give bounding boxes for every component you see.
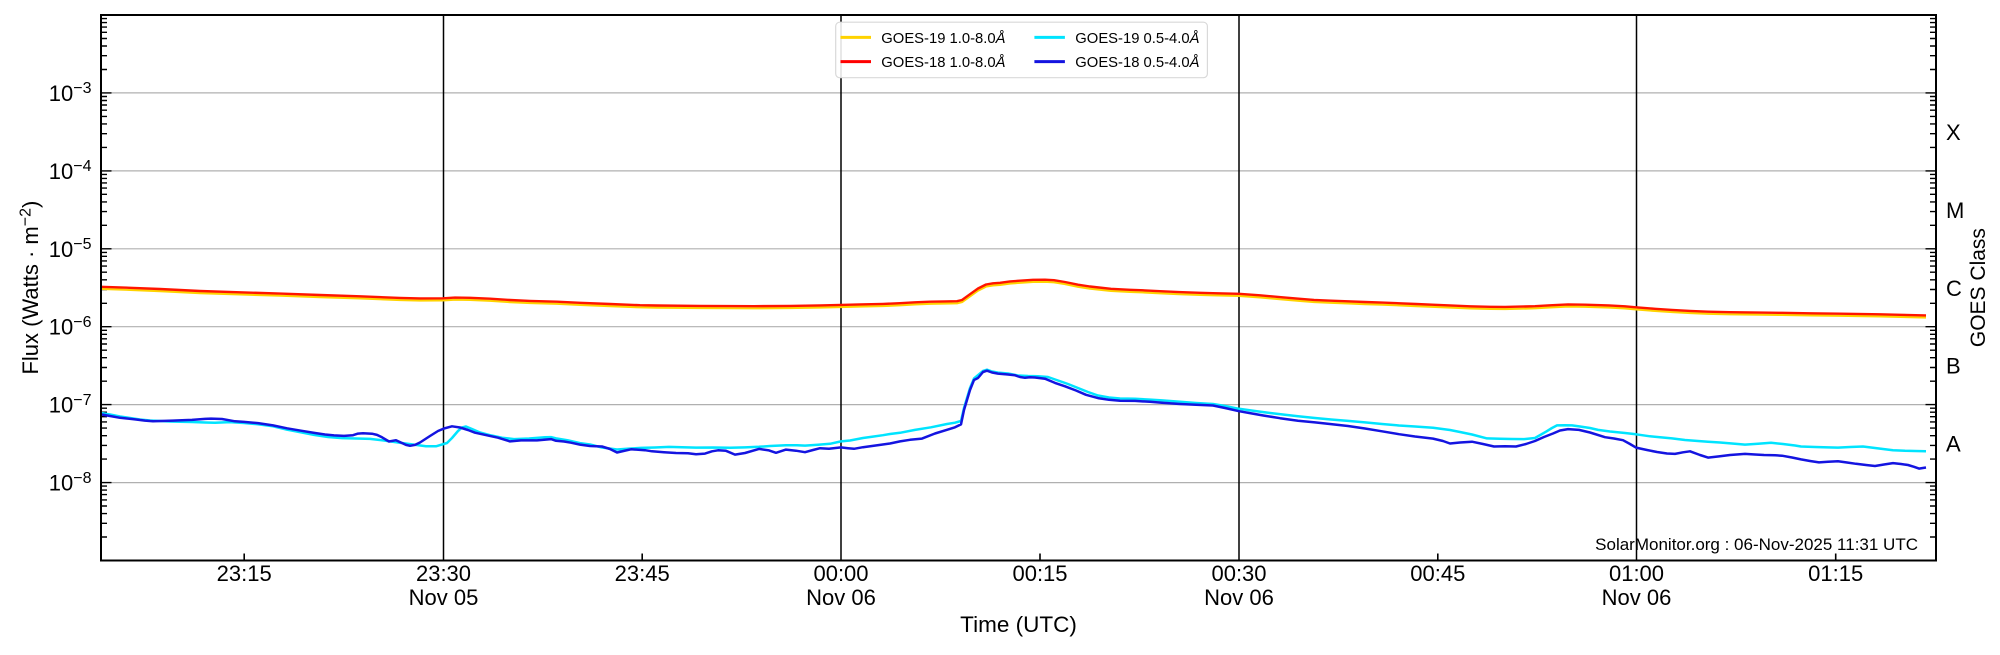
- svg-text:10−5: 10−5: [49, 236, 92, 262]
- svg-text:23:30: 23:30: [416, 561, 471, 586]
- svg-text:GOES Class: GOES Class: [1967, 228, 1990, 347]
- svg-text:01:00: 01:00: [1609, 561, 1664, 586]
- svg-text:GOES-19 0.5-4.0Å: GOES-19 0.5-4.0Å: [1075, 30, 1199, 47]
- svg-text:GOES-19 1.0-8.0Å: GOES-19 1.0-8.0Å: [881, 30, 1005, 47]
- svg-text:23:15: 23:15: [217, 561, 272, 586]
- svg-text:SolarMonitor.org : 06-Nov-2025: SolarMonitor.org : 06-Nov-2025 11:31 UTC: [1595, 535, 1918, 554]
- svg-text:Nov 06: Nov 06: [806, 585, 876, 610]
- svg-text:Nov 06: Nov 06: [1602, 585, 1672, 610]
- svg-text:A: A: [1946, 432, 1961, 457]
- svg-text:B: B: [1946, 354, 1961, 379]
- svg-text:Flux (Watts · m−2): Flux (Watts · m−2): [17, 201, 43, 375]
- svg-text:Time (UTC): Time (UTC): [960, 612, 1077, 637]
- svg-text:00:15: 00:15: [1012, 561, 1067, 586]
- svg-text:X: X: [1946, 120, 1961, 145]
- svg-text:GOES-18 1.0-8.0Å: GOES-18 1.0-8.0Å: [881, 54, 1005, 71]
- svg-text:Nov 05: Nov 05: [409, 585, 479, 610]
- svg-text:M: M: [1946, 198, 1964, 223]
- svg-text:GOES-18 0.5-4.0Å: GOES-18 0.5-4.0Å: [1075, 54, 1199, 71]
- svg-text:10−3: 10−3: [49, 80, 92, 106]
- svg-text:01:15: 01:15: [1808, 561, 1863, 586]
- svg-text:C: C: [1946, 276, 1962, 301]
- svg-text:00:45: 00:45: [1410, 561, 1465, 586]
- svg-text:00:30: 00:30: [1211, 561, 1266, 586]
- svg-text:23:45: 23:45: [615, 561, 670, 586]
- svg-text:Nov 06: Nov 06: [1204, 585, 1274, 610]
- svg-text:00:00: 00:00: [813, 561, 868, 586]
